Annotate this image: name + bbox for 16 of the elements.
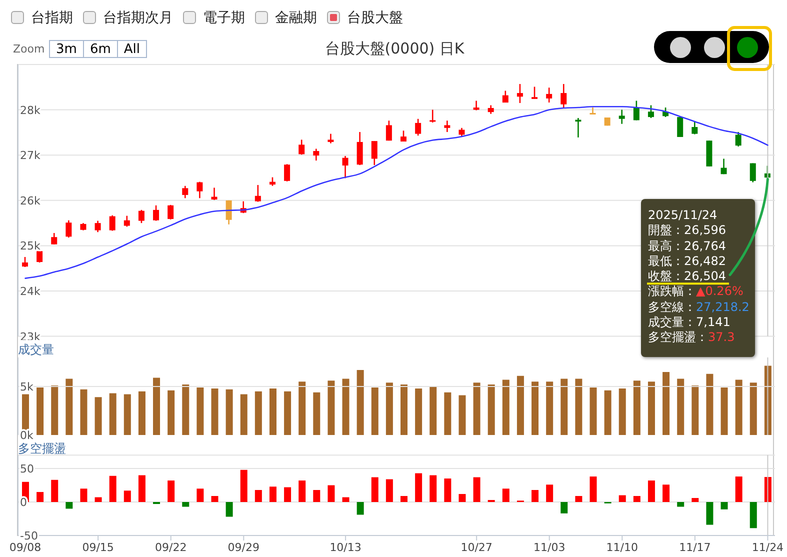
y-tick-label: -50 (20, 530, 38, 542)
y-tick-label: 50 (20, 462, 34, 476)
x-tick-label: 11/10 (606, 541, 638, 554)
y-tick-label: 5k (20, 380, 34, 394)
x-tick-label: 09/29 (228, 541, 260, 554)
x-tick-label: 11/03 (534, 541, 566, 554)
x-tick-label: 10/27 (460, 541, 492, 554)
x-tick-label: 09/22 (155, 541, 187, 554)
y-tick-label: 0k (20, 429, 34, 442)
x-tick-label: 11/17 (679, 541, 711, 554)
x-tick-label: 11/24 (752, 541, 784, 554)
chart-title: 多空擺盪 (18, 440, 66, 457)
x-tick-label: 10/13 (330, 541, 362, 554)
x-tick-label: 09/08 (9, 541, 42, 554)
x-tick-label: 09/15 (82, 541, 114, 554)
chart-title: 成交量 (18, 341, 54, 358)
